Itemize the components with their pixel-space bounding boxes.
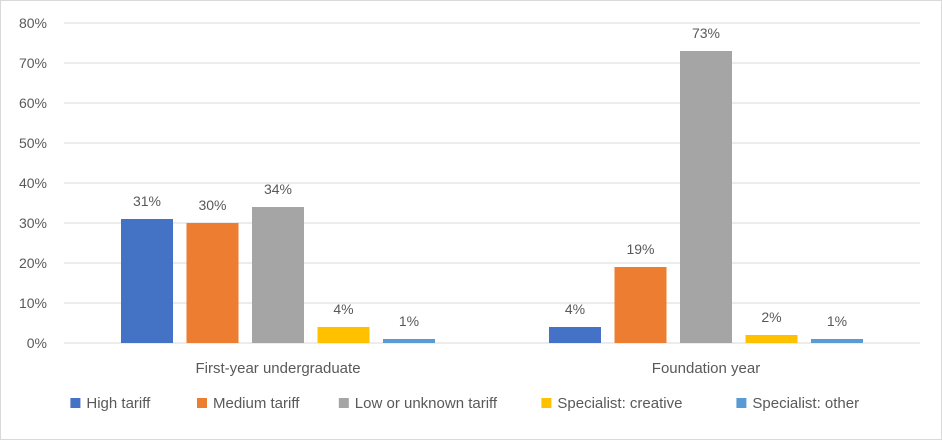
y-tick-label: 50% — [19, 135, 47, 151]
data-label: 4% — [565, 301, 585, 317]
data-label: 2% — [761, 309, 781, 325]
bar — [680, 51, 732, 343]
legend-swatch — [736, 398, 747, 408]
legend-swatch — [197, 398, 207, 408]
bar — [745, 335, 798, 343]
legend-label: Specialist: creative — [557, 395, 682, 412]
bar — [811, 339, 863, 343]
legend-label: High tariff — [86, 395, 151, 412]
legend-label: Specialist: other — [752, 395, 859, 412]
y-tick-label: 20% — [19, 255, 47, 271]
bar — [549, 327, 601, 343]
x-category-label: Foundation year — [652, 360, 760, 377]
data-label: 30% — [198, 197, 226, 213]
data-label: 34% — [264, 181, 292, 197]
data-label: 4% — [333, 301, 353, 317]
bar — [252, 207, 304, 343]
y-tick-label: 60% — [19, 95, 47, 111]
data-label: 19% — [626, 241, 654, 257]
bar — [383, 339, 435, 343]
legend-swatch — [541, 398, 552, 408]
y-tick-label: 0% — [27, 335, 47, 351]
x-category-label: First-year undergraduate — [195, 360, 360, 377]
bar — [186, 223, 239, 343]
legend-label: Low or unknown tariff — [355, 395, 498, 412]
legend-swatch — [70, 398, 81, 408]
bar — [121, 219, 173, 343]
legend-label: Medium tariff — [213, 395, 300, 412]
y-tick-label: 10% — [19, 295, 47, 311]
y-tick-label: 70% — [19, 55, 47, 71]
data-label: 1% — [399, 313, 419, 329]
legend-swatch — [338, 398, 349, 408]
y-tick-label: 40% — [19, 175, 47, 191]
data-label: 73% — [692, 25, 720, 41]
y-tick-label: 30% — [19, 215, 47, 231]
bar — [614, 267, 667, 343]
bar — [317, 327, 370, 343]
data-label: 1% — [827, 313, 847, 329]
data-label: 31% — [133, 193, 161, 209]
y-tick-label: 80% — [19, 15, 47, 31]
